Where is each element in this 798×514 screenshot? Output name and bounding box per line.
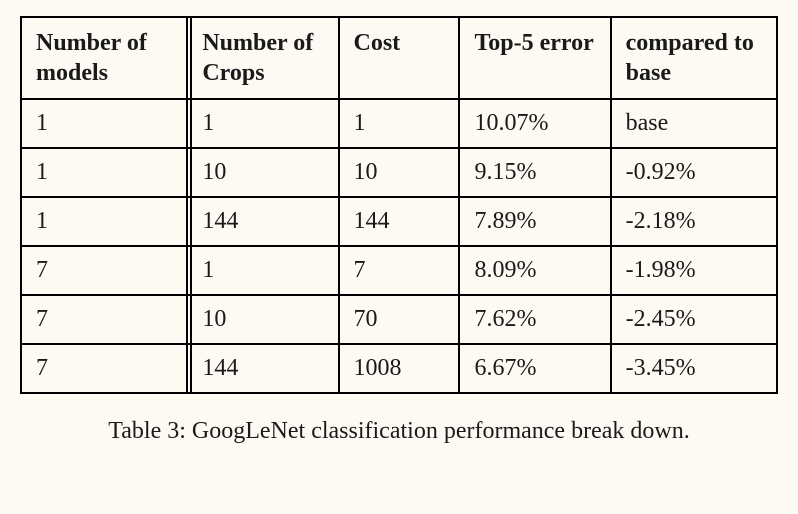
- table-cell: 1: [21, 99, 187, 148]
- table-cell: 10: [339, 148, 460, 197]
- table-row: 1 10 10 9.15% -0.92%: [21, 148, 777, 197]
- table-cell: 1: [187, 246, 338, 295]
- col-header-cost: Cost: [339, 17, 460, 99]
- table-cell: 144: [339, 197, 460, 246]
- table-cell: 144: [187, 344, 338, 393]
- table-cell: 10: [187, 295, 338, 344]
- table-row: 7 1 7 8.09% -1.98%: [21, 246, 777, 295]
- table-caption: Table 3: GoogLeNet classification perfor…: [20, 418, 778, 445]
- table-cell: -2.45%: [611, 295, 777, 344]
- double-rule-line: [190, 16, 192, 394]
- table-cell: 7: [21, 344, 187, 393]
- table-row: 7 144 1008 6.67% -3.45%: [21, 344, 777, 393]
- table-row: 1 1 1 10.07% base: [21, 99, 777, 148]
- table-cell: -2.18%: [611, 197, 777, 246]
- table-cell: base: [611, 99, 777, 148]
- table-cell: 7.62%: [459, 295, 610, 344]
- table-cell: 1: [21, 148, 187, 197]
- table-cell: 10: [187, 148, 338, 197]
- table-container: Number of models Number of Crops Cost To…: [20, 16, 778, 394]
- table-cell: 9.15%: [459, 148, 610, 197]
- table-cell: 1: [21, 197, 187, 246]
- table-cell: -0.92%: [611, 148, 777, 197]
- table-cell: 10.07%: [459, 99, 610, 148]
- table-cell: 7.89%: [459, 197, 610, 246]
- performance-table: Number of models Number of Crops Cost To…: [20, 16, 778, 394]
- col-header-compared: compared to base: [611, 17, 777, 99]
- col-header-crops: Number of Crops: [187, 17, 338, 99]
- table-cell: 7: [339, 246, 460, 295]
- table-cell: 6.67%: [459, 344, 610, 393]
- col-header-models: Number of models: [21, 17, 187, 99]
- table-cell: 1: [187, 99, 338, 148]
- table-cell: 8.09%: [459, 246, 610, 295]
- table-cell: 70: [339, 295, 460, 344]
- table-cell: -3.45%: [611, 344, 777, 393]
- table-cell: 7: [21, 295, 187, 344]
- table-cell: 7: [21, 246, 187, 295]
- table-header-row: Number of models Number of Crops Cost To…: [21, 17, 777, 99]
- table-cell: 1: [339, 99, 460, 148]
- table-cell: -1.98%: [611, 246, 777, 295]
- table-row: 1 144 144 7.89% -2.18%: [21, 197, 777, 246]
- table-cell: 1008: [339, 344, 460, 393]
- col-header-top5: Top-5 error: [459, 17, 610, 99]
- table-cell: 144: [187, 197, 338, 246]
- table-row: 7 10 70 7.62% -2.45%: [21, 295, 777, 344]
